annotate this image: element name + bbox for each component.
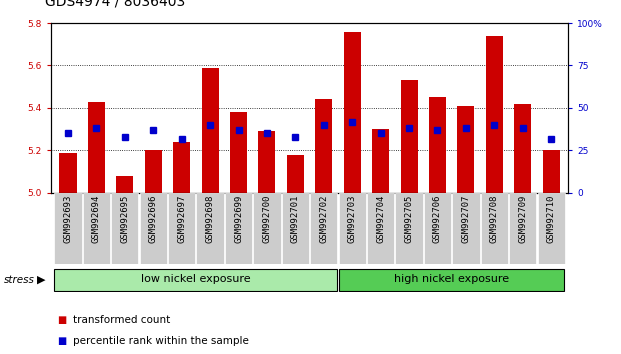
Text: percentile rank within the sample: percentile rank within the sample xyxy=(73,336,248,346)
Bar xyxy=(111,193,138,264)
Text: GSM992708: GSM992708 xyxy=(490,195,499,244)
Text: high nickel exposure: high nickel exposure xyxy=(394,274,509,284)
Bar xyxy=(514,104,531,193)
Text: GSM992704: GSM992704 xyxy=(376,195,385,244)
Bar xyxy=(315,99,332,193)
Bar xyxy=(140,193,167,264)
Bar xyxy=(54,268,337,291)
Bar xyxy=(230,112,247,193)
Bar xyxy=(202,68,219,193)
Text: GSM992709: GSM992709 xyxy=(519,195,527,244)
Bar xyxy=(372,129,389,193)
Bar xyxy=(509,193,537,264)
Text: GSM992700: GSM992700 xyxy=(263,195,271,244)
Bar xyxy=(367,193,394,264)
Bar xyxy=(424,193,451,264)
Text: GSM992705: GSM992705 xyxy=(404,195,414,244)
Bar xyxy=(429,97,446,193)
Text: ■: ■ xyxy=(57,315,66,325)
Bar xyxy=(145,150,161,193)
Bar xyxy=(173,142,190,193)
Bar xyxy=(88,102,105,193)
Text: GSM992703: GSM992703 xyxy=(348,195,356,244)
Bar xyxy=(196,193,224,264)
Bar xyxy=(396,193,423,264)
Bar xyxy=(253,193,281,264)
Text: GDS4974 / 8036403: GDS4974 / 8036403 xyxy=(45,0,185,9)
Text: low nickel exposure: low nickel exposure xyxy=(141,274,251,284)
Text: stress: stress xyxy=(4,275,35,285)
Bar xyxy=(310,193,337,264)
Bar xyxy=(401,80,417,193)
Bar xyxy=(225,193,252,264)
Bar xyxy=(60,153,76,193)
Bar xyxy=(282,193,309,264)
Bar xyxy=(116,176,134,193)
Text: GSM992706: GSM992706 xyxy=(433,195,442,244)
Text: GSM992695: GSM992695 xyxy=(120,195,129,244)
Text: GSM992699: GSM992699 xyxy=(234,195,243,244)
Text: ▶: ▶ xyxy=(37,275,45,285)
Bar xyxy=(343,32,361,193)
Text: GSM992693: GSM992693 xyxy=(63,195,73,244)
Bar xyxy=(83,193,110,264)
Bar xyxy=(538,193,565,264)
Bar xyxy=(481,193,508,264)
Text: GSM992707: GSM992707 xyxy=(461,195,470,244)
Bar xyxy=(457,106,474,193)
Text: GSM992710: GSM992710 xyxy=(546,195,556,244)
Bar xyxy=(340,268,564,291)
Text: GSM992701: GSM992701 xyxy=(291,195,300,244)
Text: GSM992702: GSM992702 xyxy=(319,195,329,244)
Bar xyxy=(486,36,503,193)
Text: GSM992697: GSM992697 xyxy=(177,195,186,244)
Bar xyxy=(168,193,196,264)
Bar xyxy=(54,193,81,264)
Text: ■: ■ xyxy=(57,336,66,346)
Bar xyxy=(338,193,366,264)
Text: GSM992698: GSM992698 xyxy=(206,195,215,244)
Text: GSM992694: GSM992694 xyxy=(92,195,101,244)
Bar xyxy=(287,155,304,193)
Bar xyxy=(258,131,276,193)
Bar xyxy=(452,193,479,264)
Text: GSM992696: GSM992696 xyxy=(149,195,158,244)
Bar xyxy=(543,150,560,193)
Text: transformed count: transformed count xyxy=(73,315,170,325)
